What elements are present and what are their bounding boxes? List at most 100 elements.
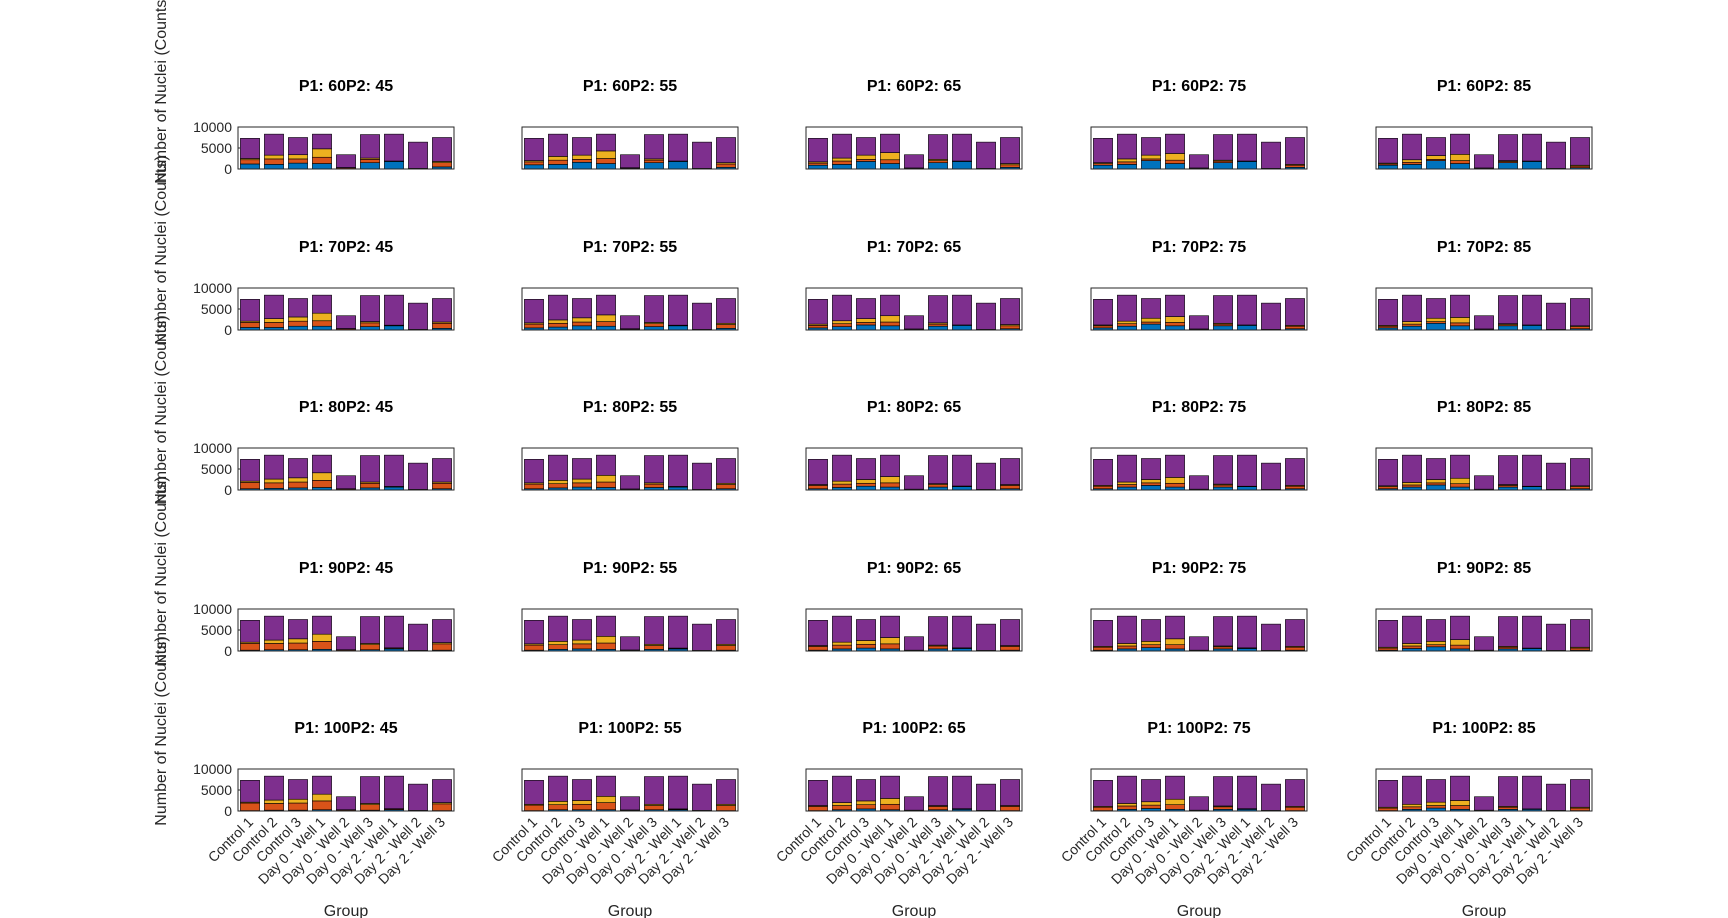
bar-segment [408, 141, 428, 169]
subplot-1: P1: 60P2: 45 0 5000 10000 Number of Nuclei (… [153, 0, 455, 184]
bar-segment [1093, 164, 1113, 170]
bar-segment [928, 323, 948, 327]
y-tick-label: 10000 [193, 280, 232, 296]
bar-segment [596, 294, 616, 316]
bar-segment [408, 462, 428, 490]
bar-segment [312, 294, 332, 314]
bar-segment [524, 644, 544, 651]
bar-segment [1498, 455, 1518, 485]
y-tick-label: 5000 [201, 301, 232, 317]
bar-segment [716, 619, 736, 645]
bar-segment [1237, 775, 1257, 809]
bar-segment [808, 162, 828, 166]
bar-segment [572, 159, 592, 163]
y-tick-label: 10000 [193, 601, 232, 617]
bar-segment [1378, 459, 1398, 487]
bar-segment [264, 775, 284, 801]
bar-segment [1141, 804, 1161, 809]
bar-segment [384, 775, 404, 809]
bar-segment [692, 462, 712, 490]
subplot-title: P1: 90P2: 45 [299, 560, 393, 577]
subplot-title: P1: 70P2: 55 [583, 239, 677, 256]
bar-segment [548, 322, 568, 328]
subplot-title: P1: 100P2: 85 [1432, 720, 1535, 737]
bar-segment [808, 325, 828, 329]
bar-segment [572, 803, 592, 811]
bar-segment [1498, 806, 1518, 810]
bar-segment [1000, 779, 1020, 806]
bar-segment [336, 796, 356, 811]
y-axis-label: Number of Nuclei (Counts) [153, 0, 170, 184]
bar-segment [668, 161, 688, 170]
bar-segment [1165, 477, 1185, 484]
bar-segment [1261, 783, 1281, 811]
bar-segment [1141, 323, 1161, 331]
bar-segment [668, 294, 688, 326]
bar-segment [928, 325, 948, 331]
axes-box [805, 608, 1023, 652]
bar-segment [928, 295, 948, 324]
bar-segment [1546, 462, 1566, 490]
bar-segment [880, 482, 900, 488]
bar-segment [548, 775, 568, 802]
bar-segment [596, 802, 616, 811]
y-axis-label: Number of Nuclei (Counts) [153, 636, 170, 825]
bar-segment [808, 646, 828, 651]
bar-segment [1117, 158, 1137, 163]
bar-segment [1522, 294, 1542, 326]
bar-segment [572, 482, 592, 488]
bar-segment [1189, 475, 1209, 490]
bar-segment [548, 480, 568, 484]
bar-segment [880, 803, 900, 811]
bar-segment [572, 619, 592, 641]
bar-segment [596, 158, 616, 164]
y-tick-label: 5000 [201, 782, 232, 798]
bar-segment [1378, 164, 1398, 170]
bar-segment [644, 455, 664, 484]
bar-segment [1450, 294, 1470, 318]
bar-segment [716, 484, 736, 490]
bar-segment [856, 485, 876, 491]
bar-segment [1165, 294, 1185, 317]
bar-segment [288, 325, 308, 331]
bar-segment [1189, 796, 1209, 811]
axes-box [521, 126, 739, 170]
bar-segment [952, 294, 972, 326]
bar-segment [952, 325, 972, 331]
x-axis-label: Group [1177, 903, 1222, 918]
y-tick-label: 5000 [201, 140, 232, 156]
axes-box [521, 608, 739, 652]
y-tick-label: 10000 [193, 440, 232, 456]
bar-segment [1450, 805, 1470, 810]
bar-segment [880, 133, 900, 153]
bar-segment [1141, 321, 1161, 325]
bar-segment [1000, 164, 1020, 168]
subplot-title: P1: 70P2: 45 [299, 239, 393, 256]
bar-segment [596, 474, 616, 483]
bar-segment [1450, 154, 1470, 161]
subplot-21: P1: 100P2: 45 0 5000 10000 Number of Nuclei … [153, 636, 455, 918]
bar-segment [692, 302, 712, 330]
bar-segment [572, 458, 592, 480]
subplot-title: P1: 70P2: 85 [1437, 239, 1531, 256]
bar-segment [408, 783, 428, 811]
bar-segment [644, 295, 664, 323]
bar-segment [976, 302, 996, 330]
bar-segment [1141, 160, 1161, 170]
y-tick-label: 10000 [193, 761, 232, 777]
bar-segment [432, 619, 452, 643]
bar-segment [668, 454, 688, 487]
bar-segment [572, 321, 592, 327]
bar-segment [1117, 805, 1137, 810]
bar-segment [1117, 320, 1137, 324]
bar-segment [620, 154, 640, 169]
bar-segment [1213, 646, 1233, 650]
bar-segment [644, 645, 664, 650]
bar-segment [1402, 321, 1422, 325]
bar-segment [312, 641, 332, 650]
bar-segment [432, 298, 452, 323]
bar-segment [808, 459, 828, 485]
bar-segment [1498, 776, 1518, 807]
bar-segment [808, 620, 828, 646]
